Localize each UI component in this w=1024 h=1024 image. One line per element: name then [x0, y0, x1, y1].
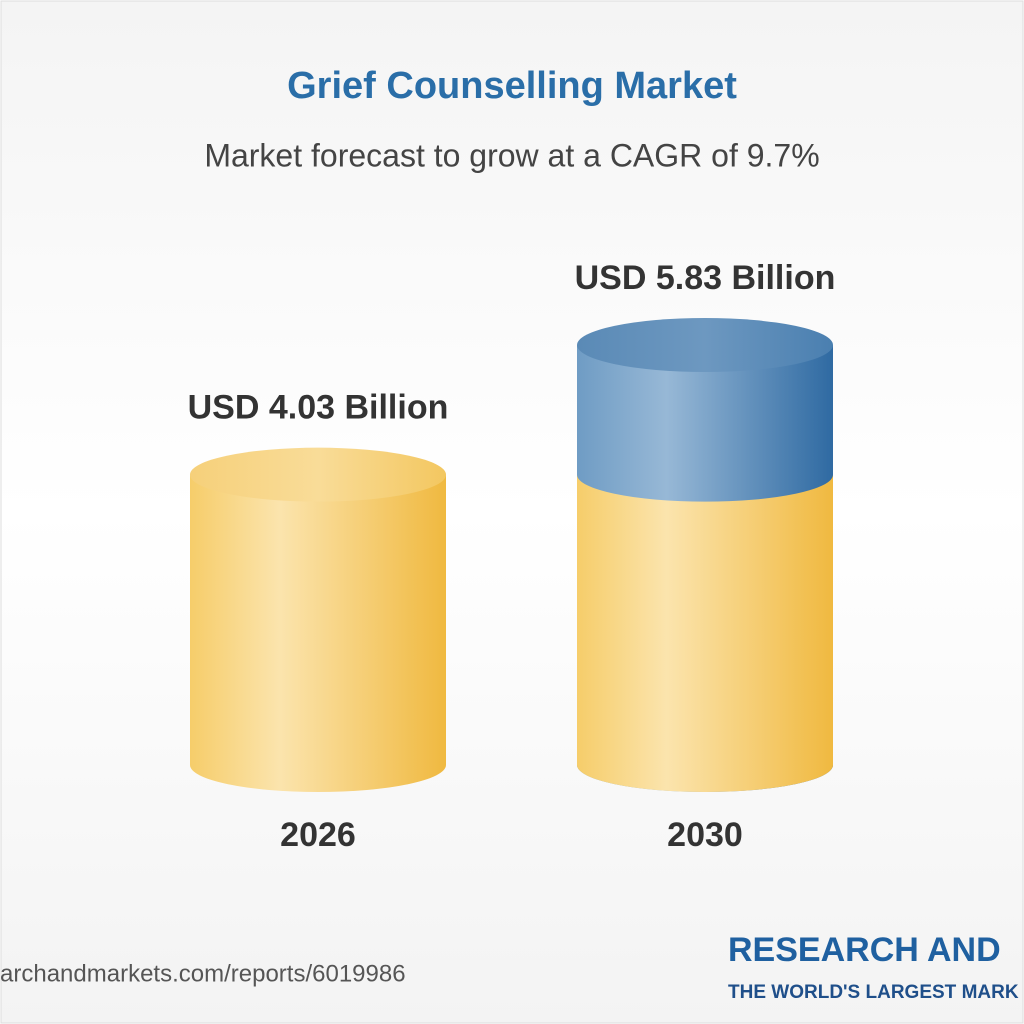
chart-subtitle: Market forecast to grow at a CAGR of 9.7… — [204, 137, 819, 173]
source-url: archandmarkets.com/reports/6019986 — [0, 960, 406, 987]
cylinder-base-part — [577, 474, 833, 792]
cylinder — [190, 474, 446, 792]
chart-title: Grief Counselling Market — [287, 65, 737, 107]
value-label: USD 5.83 Billion — [575, 259, 836, 297]
value-label: USD 4.03 Billion — [188, 389, 449, 427]
category-label: 2026 — [280, 816, 356, 854]
logo-tagline: THE WORLD'S LARGEST MARK — [728, 982, 1019, 1003]
cylinder-top — [577, 318, 833, 372]
logo: RESEARCH AND — [728, 931, 1001, 969]
category-label: 2030 — [667, 816, 743, 854]
cylinder-top — [190, 447, 446, 502]
